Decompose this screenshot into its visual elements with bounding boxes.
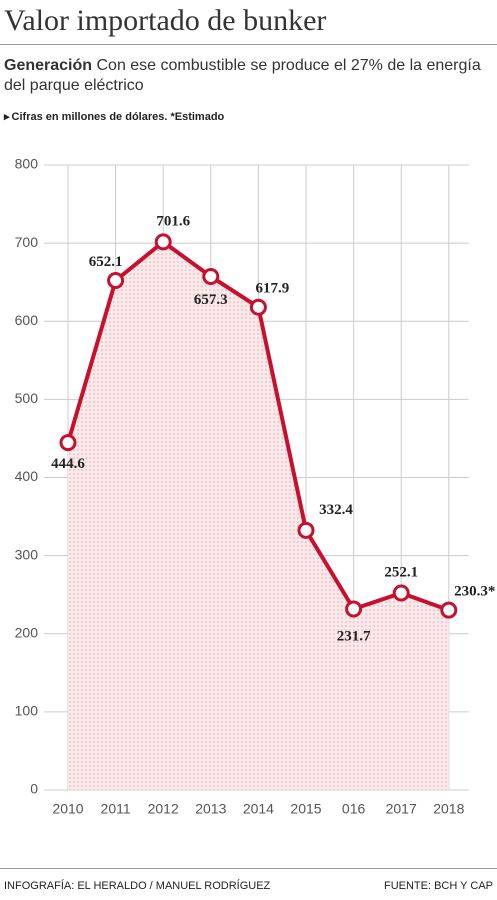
y-tick-label: 500 (15, 390, 39, 406)
subtitle-lead: Generación (4, 57, 93, 74)
y-tick-label: 700 (15, 234, 39, 250)
point (249, 298, 267, 316)
data-label: 652.1 (89, 254, 123, 270)
x-tick-label: 016 (342, 801, 366, 817)
data-label: 701.6 (156, 213, 190, 229)
x-tick-label: 2018 (433, 801, 464, 817)
note: Cifras en millones de dólares. *Estimado (4, 110, 225, 123)
data-label: 332.4 (319, 502, 353, 518)
subtitle: Generación Con ese combustible se produc… (4, 56, 484, 96)
data-label: 230.3* (454, 584, 495, 600)
point (440, 601, 458, 619)
x-tick-label: 2015 (290, 801, 321, 817)
data-label: 231.7 (337, 628, 371, 644)
point (297, 521, 315, 539)
y-tick-label: 100 (15, 703, 39, 719)
subtitle-text: Con ese combustible se produce el 27% de… (4, 57, 481, 94)
data-label: 657.3 (194, 292, 228, 308)
y-tick-label: 600 (15, 312, 39, 328)
y-tick-label: 0 (30, 781, 38, 797)
x-tick-label: 2011 (101, 801, 131, 817)
x-tick-label: 2012 (148, 801, 179, 817)
data-label: 617.9 (256, 281, 290, 297)
y-tick-label: 200 (15, 624, 39, 640)
point (345, 600, 363, 618)
source: FUENTE: BCH Y CAP (383, 880, 493, 892)
y-tick-label: 400 (15, 468, 39, 484)
point (107, 272, 125, 290)
chart-title: Valor importado de bunker (4, 4, 327, 37)
point (154, 233, 172, 251)
area (68, 241, 449, 790)
x-tick-label: 2013 (195, 801, 226, 817)
point (59, 434, 77, 452)
y-tick-label: 800 (15, 156, 39, 172)
point (202, 267, 220, 285)
credit: INFOGRAFÍA: EL HERALDO / MANUEL RODRÍGUE… (4, 880, 271, 892)
data-label: 252.1 (384, 564, 418, 580)
data-label: 444.6 (51, 456, 85, 472)
x-tick-label: 2010 (52, 801, 83, 817)
divider (0, 868, 497, 869)
divider (0, 44, 497, 45)
x-tick-label: 2017 (386, 801, 417, 817)
y-tick-label: 300 (15, 546, 39, 562)
x-tick-label: 2014 (243, 801, 274, 817)
point (392, 584, 410, 602)
